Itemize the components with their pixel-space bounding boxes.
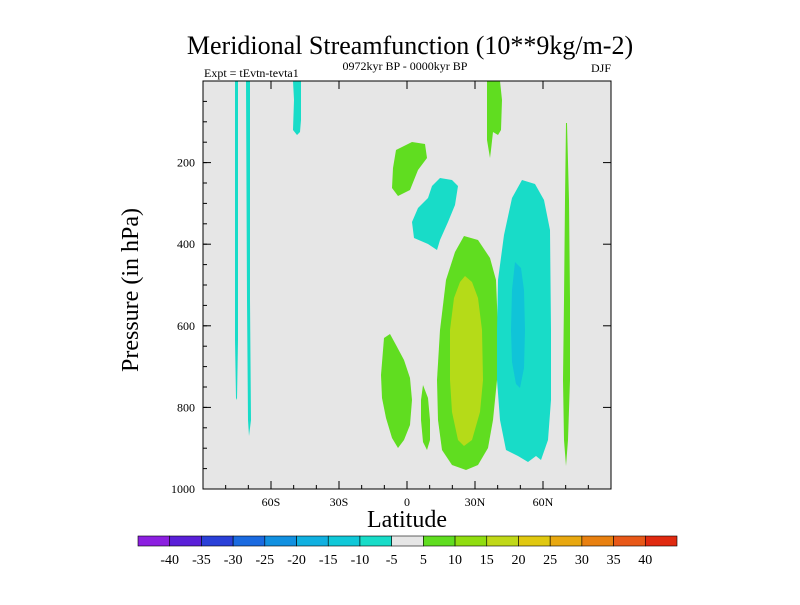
- colorbar-label: -30: [224, 553, 243, 568]
- cyan-streak-68s: [246, 81, 251, 436]
- colorbar-label: -15: [319, 553, 338, 568]
- colorbar-label: 15: [480, 553, 494, 568]
- green-streak-71n: [563, 123, 570, 466]
- experiment-label: Expt = tEvtn-tevta1: [204, 66, 299, 80]
- colorbar-label: -35: [192, 553, 211, 568]
- x-tick-label: 60S: [262, 495, 281, 509]
- colorbar-label: 10: [448, 553, 462, 568]
- green-thin-cell-8n: [421, 385, 430, 450]
- colorbar-label: -25: [255, 553, 274, 568]
- cyan-upper-patch: [412, 178, 458, 250]
- y-tick-label: 400: [177, 237, 195, 251]
- colorbar-label: -20: [287, 553, 306, 568]
- y-tick-label: 200: [177, 156, 195, 170]
- colorbar-swatch: [613, 535, 646, 547]
- colorbar-swatch: [454, 535, 488, 547]
- cyan-core-50n: [511, 262, 525, 388]
- x-ticks: 60S 30S 0 30N 60N: [202, 81, 612, 509]
- green-top-40n: [487, 81, 502, 158]
- green-upper-cell: [392, 142, 427, 196]
- colorbar-swatch: [232, 535, 266, 547]
- colorbar-label: 5: [420, 553, 427, 568]
- colorbar-swatch: [296, 535, 329, 547]
- y-tick-label: 800: [177, 400, 195, 414]
- colorbar-swatch: [359, 535, 392, 547]
- yellow-core-30n: [450, 276, 483, 446]
- x-tick-label: 0: [404, 495, 410, 509]
- colorbar-swatch: [391, 535, 424, 547]
- colorbar-label: 40: [638, 553, 652, 568]
- colorbar-swatch: [264, 535, 297, 547]
- colorbar-swatch: [486, 535, 519, 547]
- colorbar-label: 35: [607, 553, 621, 568]
- colorbar-swatch: [518, 535, 551, 547]
- colorbar-swatch: [581, 535, 614, 547]
- contour-layer: [235, 81, 570, 470]
- colorbar-label: 25: [543, 553, 557, 568]
- colorbar-label: 30: [575, 553, 589, 568]
- colorbar-label: -5: [386, 553, 398, 568]
- colorbar: -40 -35 -30 -25 -20 -15 -10 -5 5 10 15 20 25 30 35 40: [137, 535, 678, 568]
- colorbar-label: -10: [351, 553, 370, 568]
- period-label: 0972kyr BP - 0000kyr BP: [343, 59, 468, 73]
- colorbar-swatch: [423, 535, 456, 547]
- colorbar-swatch: [201, 535, 234, 547]
- colorbar-swatch: [549, 535, 583, 547]
- plot-area: 60S 30S 0 30N 60N 200 400 600 800 1000: [171, 80, 612, 509]
- y-tick-label: 1000: [171, 482, 195, 496]
- x-tick-label: 30N: [465, 495, 486, 509]
- colorbar-swatch: [327, 535, 361, 547]
- x-tick-label: 60N: [533, 495, 554, 509]
- y-ticks: 200 400 600 800 1000: [171, 80, 611, 496]
- chart-title: Meridional Streamfunction (10**9kg/m-2): [187, 31, 633, 60]
- colorbar-swatch: [169, 535, 202, 547]
- cyan-streak-72s: [235, 81, 238, 400]
- y-tick-label: 600: [177, 319, 195, 333]
- y-axis-label: Pressure (in hPa): [118, 208, 144, 372]
- colorbar-label: 20: [511, 553, 525, 568]
- colorbar-label: -40: [160, 553, 179, 568]
- green-lower-cell-equator: [381, 334, 412, 448]
- x-axis-label: Latitude: [367, 507, 447, 533]
- colorbar-swatch: [137, 535, 171, 547]
- season-label: DJF: [591, 61, 611, 75]
- cyan-blob-48s: [293, 81, 301, 135]
- x-tick-label: 30S: [330, 495, 349, 509]
- colorbar-swatch: [644, 535, 678, 547]
